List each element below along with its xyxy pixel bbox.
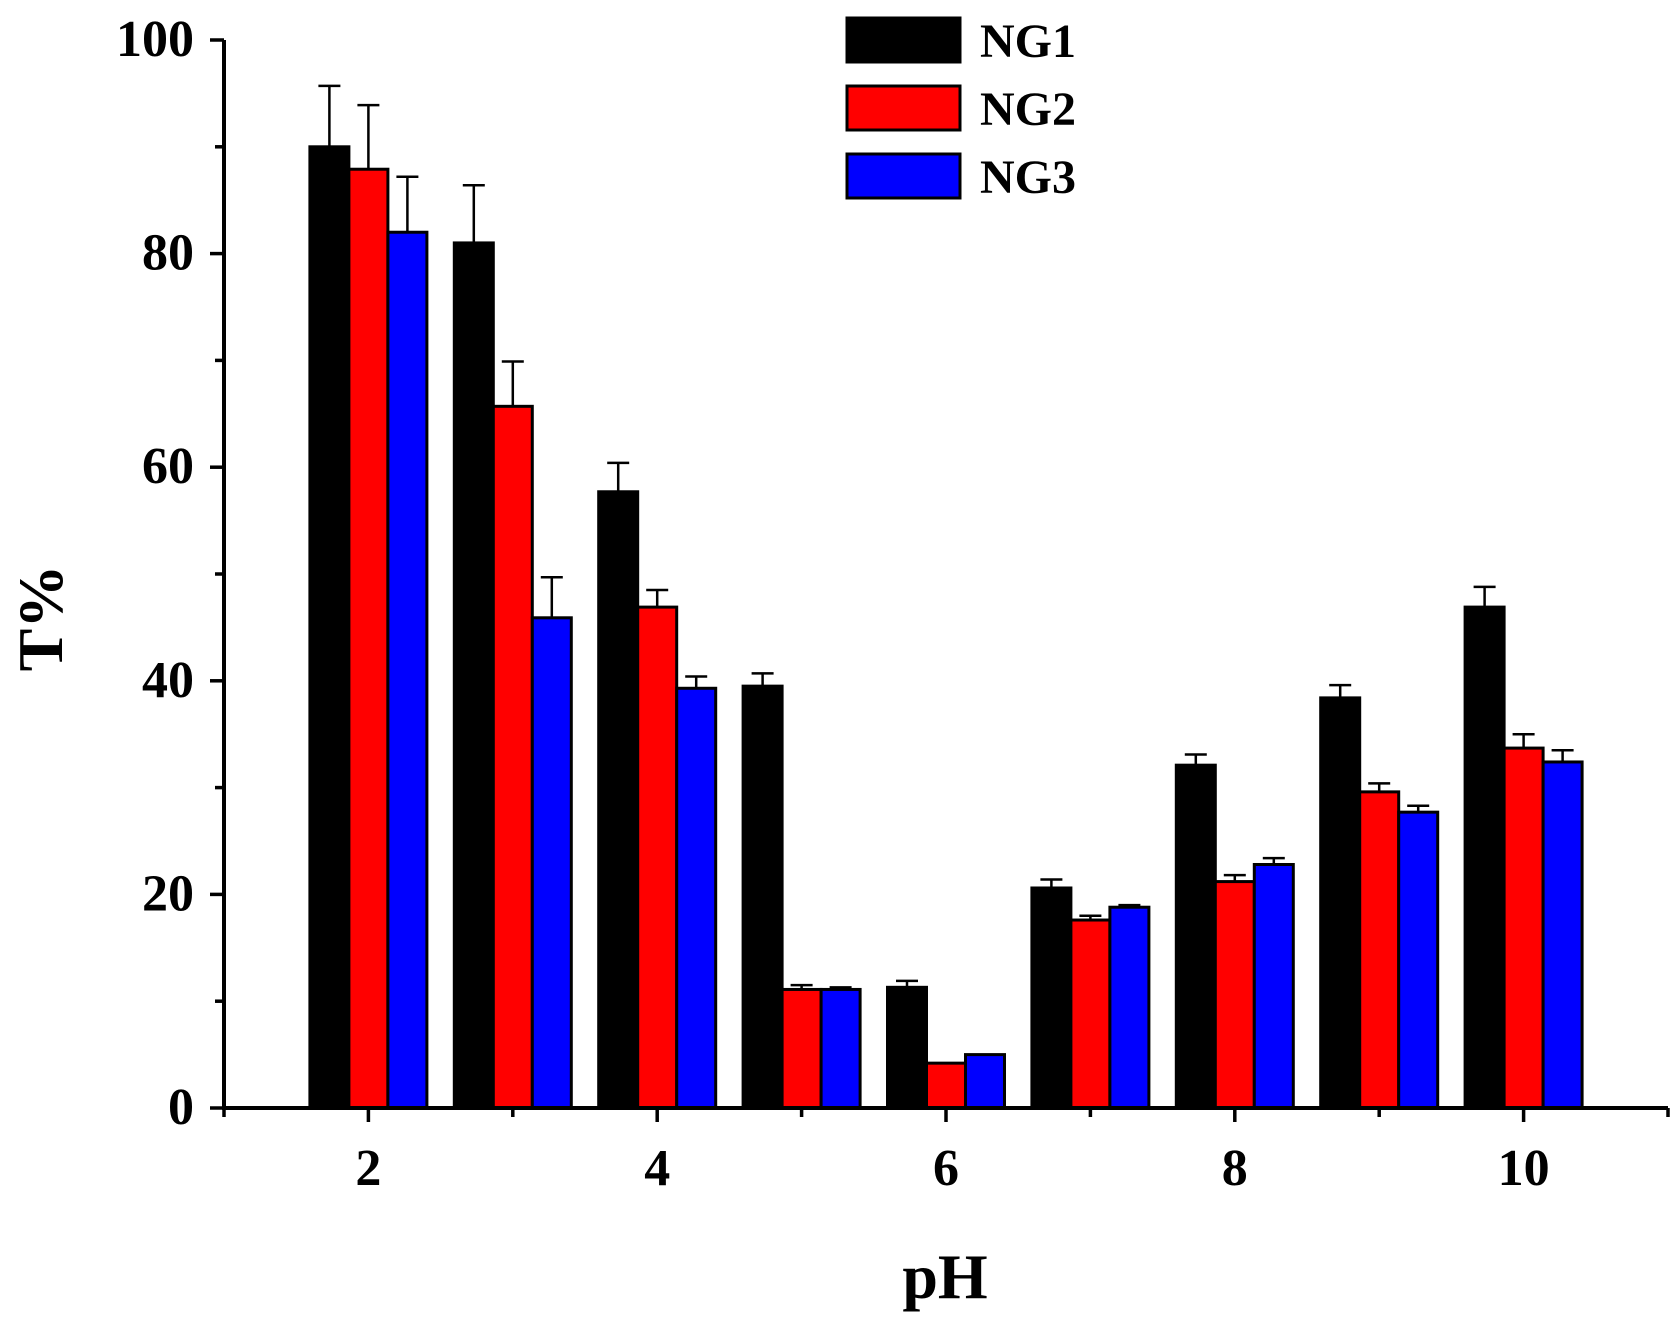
legend-item-ng3: NG3 bbox=[845, 151, 1076, 204]
error-bars-layer bbox=[318, 84, 1574, 990]
bar-ng1-ph-3 bbox=[452, 241, 495, 1110]
error-bar-ng1-ph-7 bbox=[1040, 878, 1063, 888]
bar-ng1-ph-7 bbox=[1030, 886, 1073, 1110]
bar-ng3-ph-2 bbox=[386, 230, 429, 1110]
error-bar-ng3-ph-7 bbox=[1118, 903, 1141, 908]
error-bar-ng2-ph-5 bbox=[790, 983, 813, 990]
y-tick-label: 20 bbox=[142, 865, 194, 922]
bar-ng3-ph-3 bbox=[530, 616, 573, 1110]
legend-swatch bbox=[845, 84, 962, 132]
error-bar-ng1-ph-9 bbox=[1329, 683, 1352, 698]
x-tick-label: 2 bbox=[355, 1140, 381, 1197]
x-tick-label: 8 bbox=[1222, 1140, 1248, 1197]
legend-swatch bbox=[845, 16, 962, 64]
bar-ng2-ph-5 bbox=[780, 987, 823, 1110]
error-bar-ng2-ph-9 bbox=[1368, 782, 1391, 792]
legend-swatch bbox=[845, 152, 962, 200]
bar-ng3-ph-5 bbox=[819, 987, 862, 1110]
bar-ng1-ph-6 bbox=[886, 985, 928, 1110]
error-bar-ng3-ph-5 bbox=[829, 986, 852, 990]
bar-ng1-ph-2 bbox=[308, 145, 351, 1110]
x-tick-label: 10 bbox=[1498, 1140, 1550, 1197]
bar-ng2-ph-10 bbox=[1502, 746, 1545, 1110]
error-bar-ng1-ph-3 bbox=[462, 183, 485, 243]
error-bar-ng2-ph-7 bbox=[1079, 914, 1102, 921]
legend-item-ng2: NG2 bbox=[845, 83, 1076, 136]
error-bar-ng1-ph-6 bbox=[896, 979, 918, 988]
legend-item-ng1: NG1 bbox=[845, 15, 1076, 68]
error-bar-ng3-ph-9 bbox=[1407, 804, 1430, 813]
error-bar-ng2-ph-3 bbox=[501, 360, 524, 407]
y-tick-label: 40 bbox=[142, 652, 194, 709]
error-bar-ng3-ph-8 bbox=[1262, 856, 1285, 865]
axes-layer bbox=[210, 38, 1670, 1122]
bar-ng2-ph-2 bbox=[347, 167, 390, 1110]
y-tick-label: 80 bbox=[142, 225, 194, 282]
y-tick-label: 100 bbox=[116, 11, 194, 68]
error-bar-ng2-ph-4 bbox=[646, 588, 669, 608]
bar-ng3-ph-8 bbox=[1252, 862, 1295, 1110]
x-tick-label: 6 bbox=[933, 1140, 959, 1197]
error-bar-ng3-ph-4 bbox=[685, 675, 708, 689]
bar-ng2-ph-7 bbox=[1069, 918, 1112, 1110]
bar-ng3-ph-9 bbox=[1397, 810, 1440, 1110]
error-bar-ng1-ph-4 bbox=[607, 461, 630, 492]
bar-ng3-ph-4 bbox=[675, 686, 718, 1110]
bar-ng1-ph-5 bbox=[741, 684, 784, 1110]
error-bar-ng1-ph-5 bbox=[751, 672, 774, 687]
error-bar-ng2-ph-8 bbox=[1223, 873, 1246, 882]
legend-label: NG1 bbox=[980, 15, 1076, 68]
bar-ng2-ph-4 bbox=[636, 605, 679, 1110]
bar-ng1-ph-9 bbox=[1319, 696, 1362, 1110]
error-bar-ng1-ph-2 bbox=[318, 84, 341, 147]
bar-ng2-ph-6 bbox=[925, 1061, 967, 1110]
legend: NG1 NG2 NG3 bbox=[845, 15, 1076, 204]
bar-ng3-ph-6 bbox=[964, 1053, 1006, 1110]
bar-ng1-ph-10 bbox=[1463, 605, 1506, 1110]
bar-ng1-ph-4 bbox=[597, 490, 640, 1110]
tick-labels-layer: 0 20 40 60 80 100 2 4 6 8 10 bbox=[116, 11, 1550, 1197]
bar-ng2-ph-3 bbox=[491, 404, 534, 1110]
error-bar-ng1-ph-10 bbox=[1473, 585, 1496, 608]
bars-layer bbox=[308, 145, 1584, 1110]
bar-ng1-ph-8 bbox=[1174, 763, 1217, 1110]
error-bar-ng3-ph-10 bbox=[1551, 748, 1574, 762]
x-axis-label: pH bbox=[902, 1241, 987, 1312]
bar-ng3-ph-10 bbox=[1541, 760, 1584, 1110]
error-bar-ng2-ph-2 bbox=[357, 103, 380, 170]
legend-label: NG2 bbox=[980, 83, 1076, 136]
y-tick-label: 60 bbox=[142, 438, 194, 495]
bar-ng3-ph-7 bbox=[1108, 905, 1151, 1110]
y-axis-label: T% bbox=[5, 565, 76, 672]
error-bar-ng3-ph-3 bbox=[540, 575, 563, 618]
bar-ng2-ph-9 bbox=[1358, 790, 1401, 1110]
bar-ng2-ph-8 bbox=[1213, 880, 1256, 1110]
y-tick-label: 0 bbox=[168, 1079, 194, 1136]
x-tick-label: 4 bbox=[644, 1140, 670, 1197]
error-bar-ng2-ph-10 bbox=[1512, 732, 1535, 749]
error-bar-ng1-ph-8 bbox=[1184, 753, 1207, 766]
legend-label: NG3 bbox=[980, 151, 1076, 204]
error-bar-ng3-ph-2 bbox=[396, 175, 419, 233]
